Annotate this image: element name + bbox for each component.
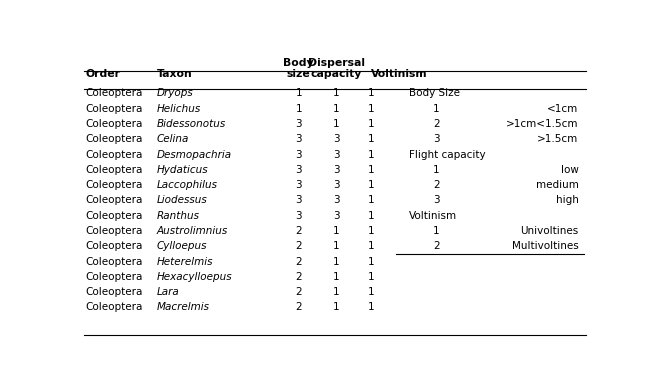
Text: 2: 2 [296,241,302,251]
Text: 3: 3 [333,134,339,144]
Text: Hydaticus: Hydaticus [157,165,209,175]
Text: Hexacylloepus: Hexacylloepus [157,272,232,282]
Text: Coleoptera: Coleoptera [86,149,143,159]
Text: 1: 1 [333,241,339,251]
Text: 2: 2 [296,257,302,266]
Text: 3: 3 [333,180,339,190]
Text: 3: 3 [333,149,339,159]
Text: 3: 3 [333,195,339,205]
Text: 1: 1 [368,272,374,282]
Text: 3: 3 [333,211,339,221]
Text: Multivoltines: Multivoltines [511,241,578,251]
Text: Helichus: Helichus [157,104,201,114]
Text: 2: 2 [296,226,302,236]
Text: Ranthus: Ranthus [157,211,199,221]
Text: 1: 1 [368,226,374,236]
Text: 1: 1 [333,88,339,98]
Text: 1: 1 [368,241,374,251]
Text: 1: 1 [433,226,440,236]
Text: Celina: Celina [157,134,189,144]
Text: 1: 1 [368,149,374,159]
Text: 3: 3 [433,195,440,205]
Text: 3: 3 [296,134,302,144]
Text: 1: 1 [368,165,374,175]
Text: Coleoptera: Coleoptera [86,303,143,313]
Text: >1cm<1.5cm: >1cm<1.5cm [506,119,578,129]
Text: Coleoptera: Coleoptera [86,88,143,98]
Text: 1: 1 [433,104,440,114]
Text: Coleoptera: Coleoptera [86,257,143,266]
Text: 3: 3 [333,165,339,175]
Text: 3: 3 [296,149,302,159]
Text: 1: 1 [333,119,339,129]
Text: Order: Order [86,69,121,79]
Text: Coleoptera: Coleoptera [86,119,143,129]
Text: 3: 3 [296,180,302,190]
Text: Cylloepus: Cylloepus [157,241,207,251]
Text: Lara: Lara [157,287,179,297]
Text: 2: 2 [296,303,302,313]
Text: 1: 1 [368,88,374,98]
Text: 3: 3 [296,119,302,129]
Text: 1: 1 [368,180,374,190]
Text: Macrelmis: Macrelmis [157,303,210,313]
Text: 1: 1 [368,257,374,266]
Text: 1: 1 [368,303,374,313]
Text: Dryops: Dryops [157,88,194,98]
Text: Liodessus: Liodessus [157,195,207,205]
Text: Coleoptera: Coleoptera [86,195,143,205]
Text: 1: 1 [368,195,374,205]
Text: 1: 1 [333,104,339,114]
Text: 1: 1 [433,165,440,175]
Text: Coleoptera: Coleoptera [86,211,143,221]
Text: Heterelmis: Heterelmis [157,257,213,266]
Text: Coleoptera: Coleoptera [86,241,143,251]
Text: 2: 2 [433,180,440,190]
Text: Taxon: Taxon [157,69,192,79]
Text: 2: 2 [433,241,440,251]
Text: Coleoptera: Coleoptera [86,287,143,297]
Text: Coleoptera: Coleoptera [86,165,143,175]
Text: 3: 3 [433,134,440,144]
Text: 2: 2 [296,287,302,297]
Text: 1: 1 [333,226,339,236]
Text: 1: 1 [296,88,302,98]
Text: >1.5cm: >1.5cm [537,134,578,144]
Text: Laccophilus: Laccophilus [157,180,218,190]
Text: <1cm: <1cm [547,104,578,114]
Text: Coleoptera: Coleoptera [86,272,143,282]
Text: Coleoptera: Coleoptera [86,104,143,114]
Text: 1: 1 [296,104,302,114]
Text: 1: 1 [368,119,374,129]
Text: Bidessonotus: Bidessonotus [157,119,226,129]
Text: high: high [556,195,578,205]
Text: Austrolimnius: Austrolimnius [157,226,228,236]
Text: 1: 1 [333,287,339,297]
Text: 2: 2 [296,272,302,282]
Text: Body Size: Body Size [409,88,460,98]
Text: 3: 3 [296,211,302,221]
Text: 3: 3 [296,195,302,205]
Text: 1: 1 [333,272,339,282]
Text: Desmopachria: Desmopachria [157,149,232,159]
Text: 1: 1 [333,303,339,313]
Text: low: low [560,165,578,175]
Text: Univoltines: Univoltines [520,226,578,236]
Text: 3: 3 [296,165,302,175]
Text: 1: 1 [368,287,374,297]
Text: Coleoptera: Coleoptera [86,134,143,144]
Text: Coleoptera: Coleoptera [86,226,143,236]
Text: 1: 1 [368,211,374,221]
Text: Coleoptera: Coleoptera [86,180,143,190]
Text: 1: 1 [368,104,374,114]
Text: Dispersal
capacity: Dispersal capacity [307,58,365,79]
Text: 2: 2 [433,119,440,129]
Text: medium: medium [536,180,578,190]
Text: 1: 1 [368,134,374,144]
Text: Voltinism: Voltinism [409,211,456,221]
Text: 1: 1 [333,257,339,266]
Text: Body
size: Body size [283,58,314,79]
Text: Voltinism: Voltinism [371,69,427,79]
Text: Flight capacity: Flight capacity [409,149,485,159]
